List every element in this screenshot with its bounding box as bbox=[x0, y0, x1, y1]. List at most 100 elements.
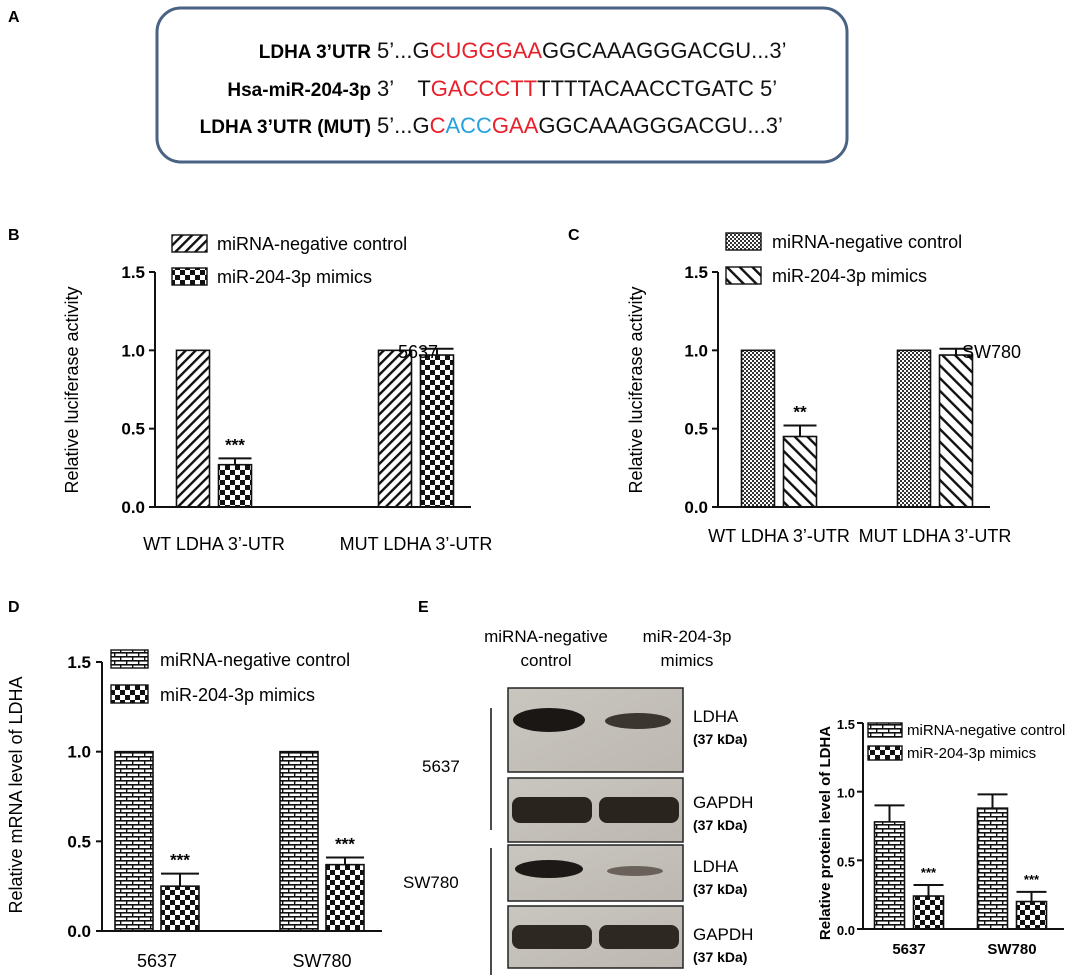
chart-b-y-label: Relative luciferase activity bbox=[62, 286, 82, 493]
chart-b-bar-1-1 bbox=[175, 349, 211, 508]
blot-band-protein-3: LDHA bbox=[693, 857, 739, 876]
panel-letter-e: E bbox=[418, 599, 429, 616]
chart-d-x-tick-label-1: 5637 bbox=[137, 951, 177, 971]
chart-b-luciferase-5637: 0.0 0.5 1.0 1.5 Relative luciferase activity… bbox=[62, 234, 492, 554]
chart-d-bar-2-1 bbox=[160, 885, 200, 932]
chart-c-y-tick-label-1: 0.5 bbox=[684, 420, 708, 439]
chart-e-significance-2-2: *** bbox=[1024, 872, 1040, 887]
chart-b-bar-1-2 bbox=[377, 349, 413, 508]
chart-b-y-tick-label-0: 0.0 bbox=[121, 498, 145, 517]
blot-strip-ldha-5637 bbox=[507, 687, 684, 773]
chart-e-bar-1-1 bbox=[873, 821, 906, 930]
sequence-label-1: LDHA 3’UTR bbox=[259, 42, 372, 63]
sequence-segment-3-1: 5’...G bbox=[377, 113, 430, 138]
sequence-segment-3-3: ACC bbox=[445, 113, 492, 138]
chart-c-y-tick-label-3: 1.5 bbox=[684, 263, 708, 282]
blot-strip-gapdh-sw780 bbox=[507, 905, 684, 969]
chart-c-legend-swatch-2 bbox=[725, 266, 762, 285]
western-blot: miRNA-negative control miR-204-3p mimics… bbox=[403, 627, 753, 975]
blot-band-protein-4: GAPDH bbox=[693, 925, 753, 944]
chart-d-y-tick-label-2: 1.0 bbox=[67, 743, 91, 762]
sequence-text-1: 5’...GCUGGGAAGGCAAAGGGACGU...3’ bbox=[377, 38, 787, 63]
chart-c-bar-2-1 bbox=[782, 435, 818, 508]
chart-c-y-tick-label-0: 0.0 bbox=[684, 498, 708, 517]
chart-e-y-tick-label-1: 0.5 bbox=[837, 854, 855, 869]
sequence-label-3: LDHA 3’UTR (MUT) bbox=[200, 117, 371, 138]
chart-d-x-tick-label-2: SW780 bbox=[292, 951, 351, 971]
sequence-segment-3-5: GGCAAAGGGACGU...3’ bbox=[538, 113, 783, 138]
chart-d-mrna-level: 0.0 0.5 1.0 1.5 Relative mRNA level of LDHA *… bbox=[6, 649, 382, 971]
blot-group-label-sw780: SW780 bbox=[403, 873, 459, 892]
chart-e-x-tick-label-2: SW780 bbox=[987, 941, 1036, 958]
sequence-segment-3-4: GAA bbox=[492, 113, 539, 138]
chart-c-significance-2-1: ** bbox=[793, 403, 807, 422]
chart-b-y-tick-label-2: 1.0 bbox=[121, 341, 145, 360]
sequence-segment-2-2: GACCCTT bbox=[431, 76, 537, 101]
blot-col-header-control-line2: control bbox=[520, 651, 571, 670]
chart-c-legend-swatch-1 bbox=[725, 232, 762, 251]
chart-c-legend-label-2: miR-204-3p mimics bbox=[772, 266, 927, 286]
chart-e-legend-label-2: miR-204-3p mimics bbox=[907, 745, 1036, 762]
blot-strip-gapdh-5637 bbox=[507, 777, 684, 843]
chart-d-legend-label-1: miRNA-negative control bbox=[160, 650, 350, 670]
chart-b-bar-2-2 bbox=[419, 354, 455, 508]
chart-b-y-tick-label-1: 0.5 bbox=[121, 420, 145, 439]
blot-strip-ldha-sw780 bbox=[507, 844, 684, 902]
chart-d-bar-2-2 bbox=[325, 863, 365, 932]
panel-letter-c: C bbox=[568, 227, 580, 244]
sequence-segment-2-3: TTTTACAACCTGATC 5’ bbox=[537, 76, 777, 101]
chart-c-legend-label-1: miRNA-negative control bbox=[772, 232, 962, 252]
chart-b-y-tick-label-3: 1.5 bbox=[121, 263, 145, 282]
chart-d-legend-swatch-1 bbox=[110, 649, 149, 669]
chart-e-bar-2-1 bbox=[912, 895, 945, 930]
blot-band-size-1: (37 kDa) bbox=[693, 731, 747, 747]
chart-e-significance-2-1: *** bbox=[921, 865, 937, 880]
chart-e-legend-swatch-2 bbox=[867, 745, 903, 761]
chart-d-y-label: Relative mRNA level of LDHA bbox=[6, 676, 26, 913]
chart-d-legend-swatch-2 bbox=[110, 684, 149, 704]
chart-d-y-tick-label-1: 0.5 bbox=[67, 832, 91, 851]
chart-d-bar-1-1 bbox=[114, 750, 154, 932]
chart-b-x-tick-label-2: MUT LDHA 3’-UTR bbox=[340, 534, 493, 554]
blot-band-size-2: (37 kDa) bbox=[693, 817, 747, 833]
chart-c-bar-1-1 bbox=[740, 349, 776, 508]
blot-group-label-5637: 5637 bbox=[422, 757, 460, 776]
panel-letter-a: A bbox=[8, 9, 20, 26]
blot-col-header-mimics-line2: mimics bbox=[661, 651, 714, 670]
chart-b-legend-swatch-1 bbox=[171, 234, 208, 253]
chart-d-bar-1-2 bbox=[279, 750, 319, 932]
panel-letter-b: B bbox=[8, 227, 20, 244]
chart-d-significance-2-2: *** bbox=[335, 834, 355, 853]
chart-b-legend-label-1: miRNA-negative control bbox=[217, 234, 407, 254]
blot-band-protein-1: LDHA bbox=[693, 707, 739, 726]
chart-c-y-label: Relative luciferase activity bbox=[626, 286, 646, 493]
sequence-segment-1-1: 5’...G bbox=[377, 38, 430, 63]
sequence-rows: LDHA 3’UTR 5’...GCUGGGAAGGCAAAGGGACGU...3… bbox=[200, 38, 787, 138]
chart-e-y-tick-label-3: 1.5 bbox=[837, 717, 855, 732]
sequence-segment-2-1: 3’ T bbox=[377, 76, 431, 101]
panel-letter-d: D bbox=[8, 599, 20, 616]
chart-d-legend-label-2: miR-204-3p mimics bbox=[160, 685, 315, 705]
chart-e-bar-2-2 bbox=[1015, 900, 1048, 930]
chart-b-cell-line-label: 5637 bbox=[398, 342, 438, 362]
sequence-segment-1-2: CUGGGAA bbox=[430, 38, 543, 63]
chart-b-legend-label-2: miR-204-3p mimics bbox=[217, 267, 372, 287]
chart-c-bar-2-2 bbox=[938, 354, 974, 508]
sequence-segment-1-3: GGCAAAGGGACGU...3’ bbox=[542, 38, 787, 63]
chart-b-bar-2-1 bbox=[217, 463, 253, 508]
chart-e-legend-swatch-1 bbox=[867, 722, 903, 738]
sequence-box-frame bbox=[155, 6, 849, 164]
sequence-segment-3-2: C bbox=[430, 113, 446, 138]
chart-c-x-tick-label-2: MUT LDHA 3’-UTR bbox=[859, 526, 1012, 546]
chart-c-y-tick-label-2: 1.0 bbox=[684, 341, 708, 360]
chart-e-bar-1-2 bbox=[976, 807, 1009, 930]
chart-c-luciferase-sw780: 0.0 0.5 1.0 1.5 Relative luciferase activity… bbox=[626, 232, 1021, 546]
chart-e-legend-label-1: miRNA-negative control bbox=[907, 722, 1065, 739]
sequence-label-2: Hsa-miR-204-3p bbox=[227, 80, 371, 101]
blot-band-protein-2: GAPDH bbox=[693, 793, 753, 812]
chart-e-y-tick-label-2: 1.0 bbox=[837, 786, 855, 801]
chart-e-y-label: Relative protein level of LDHA bbox=[817, 726, 834, 940]
chart-e-y-tick-label-0: 0.0 bbox=[837, 923, 855, 938]
